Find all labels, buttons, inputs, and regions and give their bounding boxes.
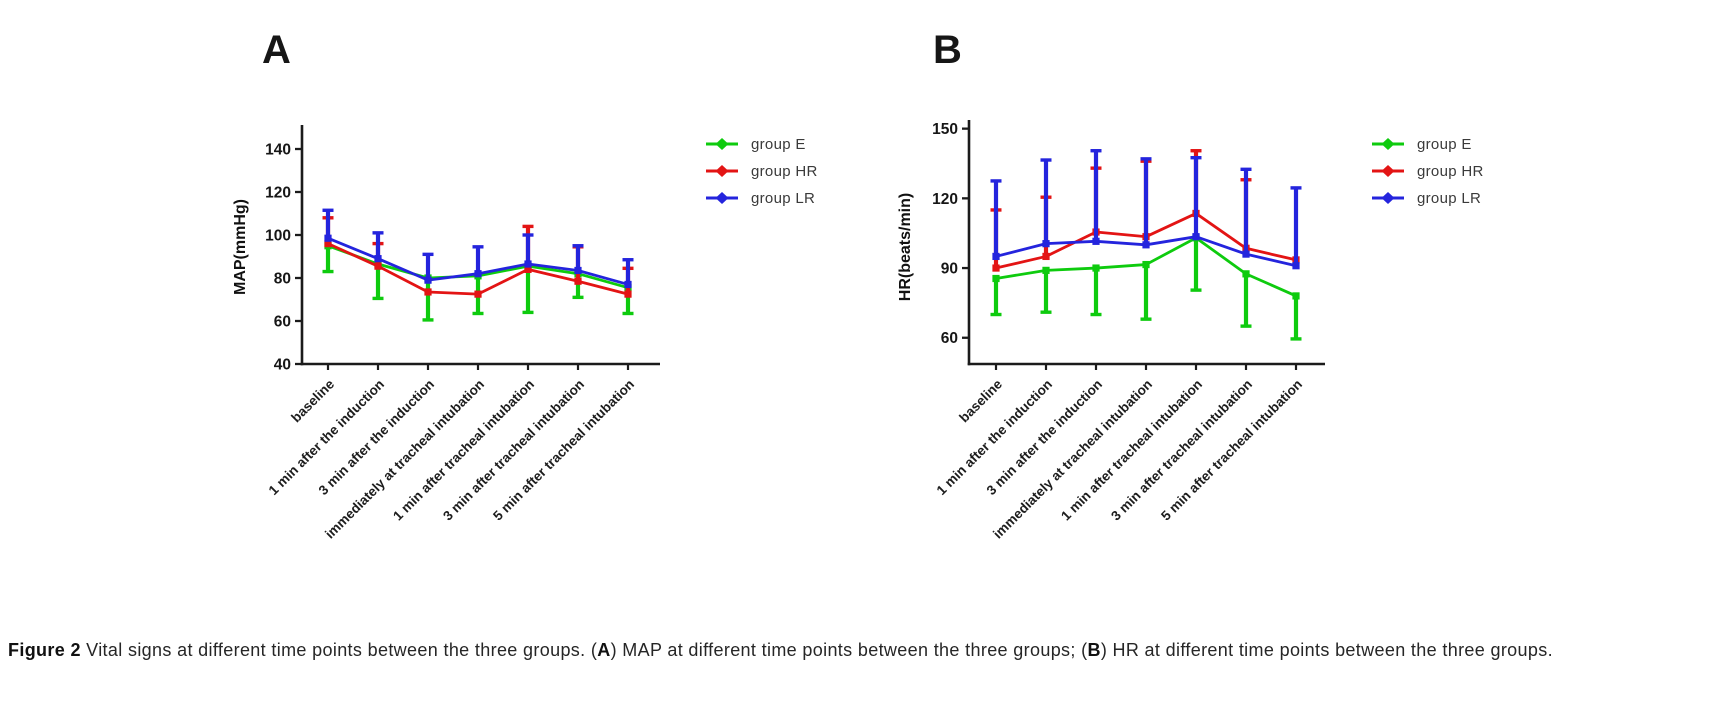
data-point-marker [574,266,582,275]
y-tick-label: 120 [265,185,291,202]
y-tick-label: 100 [265,228,291,245]
data-point-marker [1242,270,1250,278]
data-point-marker [1192,233,1200,241]
data-point-marker [574,277,582,285]
data-point-marker [992,264,1000,272]
legend-item: group E [1371,134,1484,154]
y-tick-label: 90 [941,261,958,278]
x-tick-label: baseline [288,376,337,425]
data-point-marker [992,252,1000,261]
data-point-marker [324,234,332,242]
legend-label: group HR [1417,162,1484,180]
data-point-marker [1292,292,1300,300]
legend-item: group E [705,134,818,154]
y-tick-label: 60 [941,330,958,347]
data-point-marker [424,276,432,284]
legend-item: group LR [1371,188,1484,208]
caption-bold-b: B [1087,640,1101,660]
data-point-marker [992,274,1000,283]
data-point-marker [1042,266,1050,274]
legend-label: group LR [751,189,816,207]
data-point-marker [1142,241,1150,249]
caption-text-1: Vital signs at different time points bet… [80,640,598,660]
y-tick-label: 150 [932,121,958,138]
data-point-marker [474,290,482,298]
legend-series-marker-icon [706,192,738,204]
legend-series-marker-icon [1372,165,1404,177]
data-point-marker [1242,250,1250,258]
panel-b-y-axis-title: HR(beats/min) [897,192,914,302]
legend-label: group E [1417,135,1472,153]
y-tick-label: 60 [274,314,291,331]
data-point-marker [1042,252,1050,261]
y-tick-label: 120 [932,191,958,208]
legend-label: group LR [1417,189,1482,207]
data-point-marker [524,265,532,273]
y-tick-label: 40 [274,357,291,374]
y-tick-label: 80 [274,271,291,288]
figure-caption: Figure 2 Vital signs at different time p… [8,637,1727,665]
legend-label: group HR [751,162,818,180]
data-point-marker [1042,240,1050,248]
legend-label: group E [751,135,806,153]
legend-series-marker-icon [1372,138,1404,150]
data-point-marker [474,270,482,278]
panel-a-label: A [262,28,292,72]
data-point-marker [424,288,432,296]
panel-b-legend: group E group HR group LR [1371,134,1484,208]
caption-bold-a: A [597,640,611,660]
caption-text-2: ) MAP at different time points between t… [610,640,1088,660]
data-point-marker [1292,262,1300,270]
data-point-marker [1092,237,1100,245]
caption-figure-number: Figure 2 [8,640,81,660]
legend-item: group LR [705,188,818,208]
data-point-marker [624,290,632,298]
data-point-marker [624,280,632,289]
data-point-marker [374,255,382,263]
data-point-marker [1142,260,1150,269]
legend-item: group HR [705,161,818,181]
legend-item: group HR [1371,161,1484,181]
panel-a-y-axis-title: MAP(mmHg) [232,199,249,295]
panel-b-label: B [933,28,963,72]
data-point-marker [524,260,532,268]
x-tick-label: baseline [956,376,1005,425]
data-point-marker [324,240,332,248]
data-point-marker [374,262,382,270]
legend-series-marker-icon [706,138,738,150]
data-point-marker [1092,264,1100,272]
legend-series-marker-icon [1372,192,1404,204]
legend-series-marker-icon [706,165,738,177]
caption-text-3: ) HR at different time points between th… [1100,640,1553,660]
panel-a-legend: group E group HR group LR [705,134,818,208]
y-tick-label: 140 [265,142,291,159]
